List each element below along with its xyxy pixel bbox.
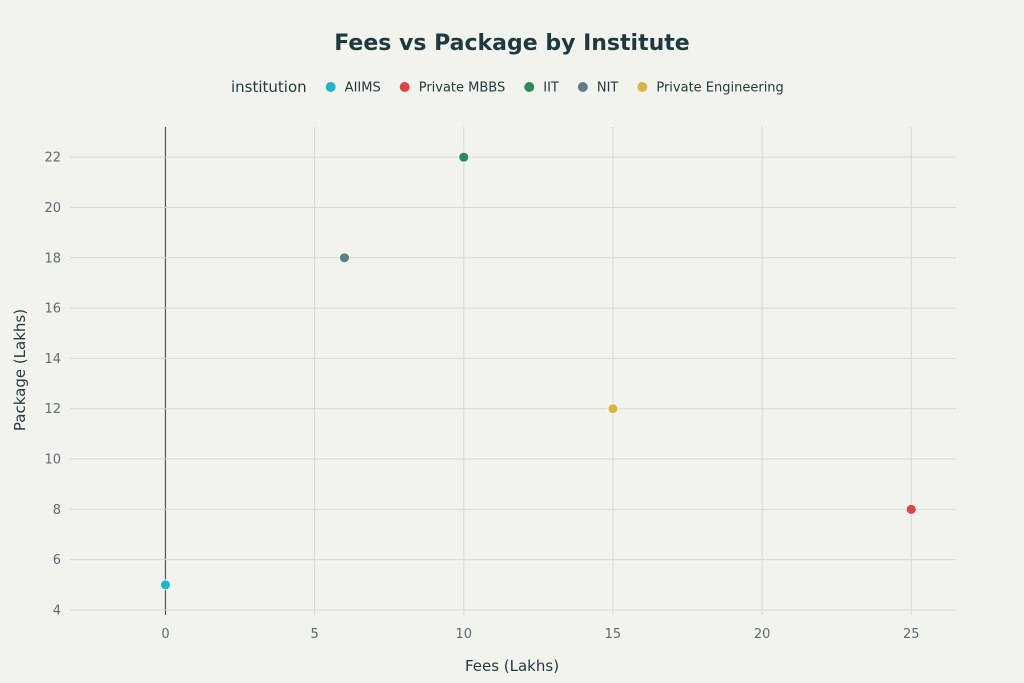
legend-item-private-mbbs: Private MBBS [399,81,506,96]
legend-marker [637,82,648,92]
legend-title: institution [231,78,307,96]
x-tick-label: 0 [161,627,169,642]
y-tick-label: 14 [44,352,61,367]
y-tick-label: 10 [44,453,61,468]
y-tick-label: 22 [44,151,61,166]
point-iit [458,151,470,163]
legend-label: Private Engineering [656,81,783,96]
legend-item-aiims: AIIMS [325,81,381,96]
point-private-mbbs [905,503,917,515]
x-tick-label: 20 [754,627,771,642]
legend-item-private-engineering: Private Engineering [637,81,784,96]
legend-label: IIT [543,81,559,96]
legend-item-nit: NIT [577,81,619,96]
y-tick-label: 12 [44,402,61,417]
legend-marker [325,82,336,92]
data-points [160,151,917,591]
legend-marker [524,82,535,92]
y-tick-label: 20 [44,201,61,216]
legend-label: NIT [597,81,619,96]
y-tick-label: 16 [44,302,61,317]
y-axis-ticks: 4 6 8 10 12 14 16 18 20 22 [44,151,61,619]
legend-label: AIIMS [345,81,381,96]
y-axis-title: Package (Lakhs) [11,309,29,431]
x-axis-title: Fees (Lakhs) [465,657,559,675]
legend-marker [577,82,588,92]
x-tick-label: 5 [310,627,318,642]
legend: institution AIIMS Private MBBS IIT NIT Priva… [231,78,784,96]
gridlines [70,127,956,615]
x-tick-label: 10 [456,627,473,642]
chart-title: Fees vs Package by Institute [334,31,689,56]
y-tick-label: 6 [53,553,61,568]
legend-marker [399,82,410,92]
y-tick-label: 4 [53,603,61,618]
x-axis-ticks: 0 5 10 15 20 25 [161,627,919,642]
point-nit [339,252,350,264]
point-private-engineering [607,403,619,415]
x-tick-label: 15 [605,627,622,642]
legend-label: Private MBBS [419,81,506,96]
point-aiims [160,579,171,591]
y-tick-label: 8 [53,503,61,518]
y-tick-label: 18 [44,251,61,266]
legend-item-iit: IIT [524,81,559,96]
x-tick-label: 25 [903,627,920,642]
